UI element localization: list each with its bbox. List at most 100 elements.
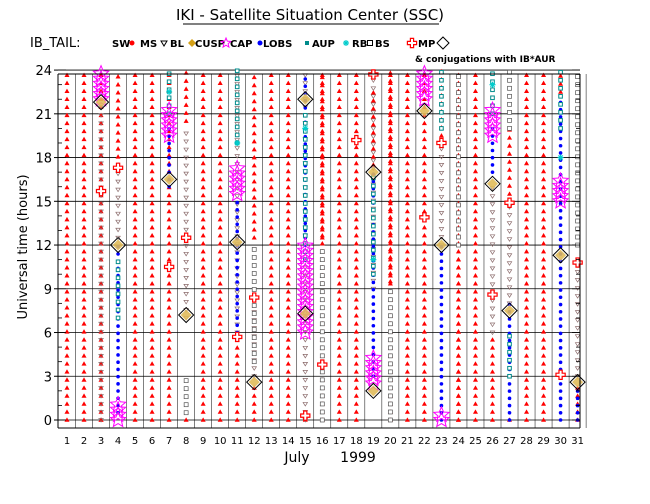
rb-point [251,287,257,292]
ms-point [370,118,377,124]
sw-point [217,273,223,278]
rb-point [456,234,461,240]
sw-point [285,289,291,294]
sw-point [472,401,478,406]
y-tick-label: 6 [44,327,52,342]
ms-point [574,334,581,339]
rb-point [456,202,461,208]
sw-point [319,98,325,104]
sw-point [404,361,410,366]
legend-marker-ms [160,40,168,47]
sw-point [558,89,564,94]
lobs-point [302,137,308,142]
sw-point [81,88,87,94]
rb-point [251,271,257,276]
sw-point [64,200,70,206]
sw-point [336,136,342,142]
sw-point [200,112,206,118]
sw-point [64,361,70,366]
sw-point [387,142,393,147]
ms-point [98,386,104,391]
sw-point [251,211,257,216]
sw-point [387,273,393,278]
sw-point [149,80,155,86]
sw-point [149,88,155,94]
cap-point [439,374,444,379]
cusp-point [415,64,434,82]
lobs-point [234,68,240,74]
sw-point [387,200,393,206]
sw-point [166,216,172,222]
sw-point [217,385,223,390]
cap-point [507,324,512,328]
sw-point [166,257,172,262]
sw-point [541,281,547,286]
legend-marker-bl [188,39,196,47]
sw-point [149,152,155,158]
cusp-point [296,318,315,335]
sw-point [64,240,70,246]
sw-point [472,72,478,77]
lobs-point [439,77,444,83]
sw-point [285,409,291,414]
sw-point [64,80,70,86]
sw-point [166,192,172,198]
sw-point [217,289,223,294]
rb-point [319,305,325,311]
cap-point [235,229,239,234]
ms-point [183,284,189,289]
sw-point [489,417,496,422]
sw-point [217,297,223,302]
rb-point [319,377,325,383]
sw-point [149,208,155,214]
sw-point [472,216,478,222]
cap-point [575,410,580,415]
sw-point [524,136,530,142]
cap-point [558,302,563,307]
sw-point [524,361,530,366]
sw-point [336,112,342,118]
sw-point [524,216,530,222]
ms-point [302,378,309,383]
sw-point [268,224,274,230]
sw-point [524,112,530,118]
ms-point [506,221,513,226]
sw-point [353,200,359,206]
sw-point [217,337,223,342]
ms-point [115,195,121,201]
rb-point [456,170,461,176]
ms-point [302,337,309,343]
sw-point [251,409,257,414]
sw-point [404,200,410,206]
cusp-point [415,79,434,97]
sw-point [336,128,342,134]
cap-point [167,156,171,160]
ms-point [574,294,581,299]
aup-stroke [370,257,376,263]
sw-point [81,265,87,270]
x-tick-label: 20 [384,436,397,447]
sw-point [353,417,359,422]
sw-point [421,160,427,166]
sw-point [353,257,359,262]
cap-point [371,244,376,249]
sw-point [472,353,478,358]
sw-point [132,329,138,334]
sw-point [183,417,189,422]
sw-point [404,184,410,190]
sw-point [166,232,172,238]
sw-point [81,208,87,214]
aup-point [234,139,241,146]
sw-point [336,184,342,190]
sw-point [251,114,257,120]
ms-point [438,203,445,208]
sw-point [268,377,274,382]
sw-point [166,224,172,230]
sw-point [404,168,410,174]
rb-point [507,77,512,83]
cap-point [507,403,512,408]
sw-point [81,385,87,390]
cap-point [116,353,120,357]
rb-point [319,273,325,279]
ms-point [574,302,581,307]
